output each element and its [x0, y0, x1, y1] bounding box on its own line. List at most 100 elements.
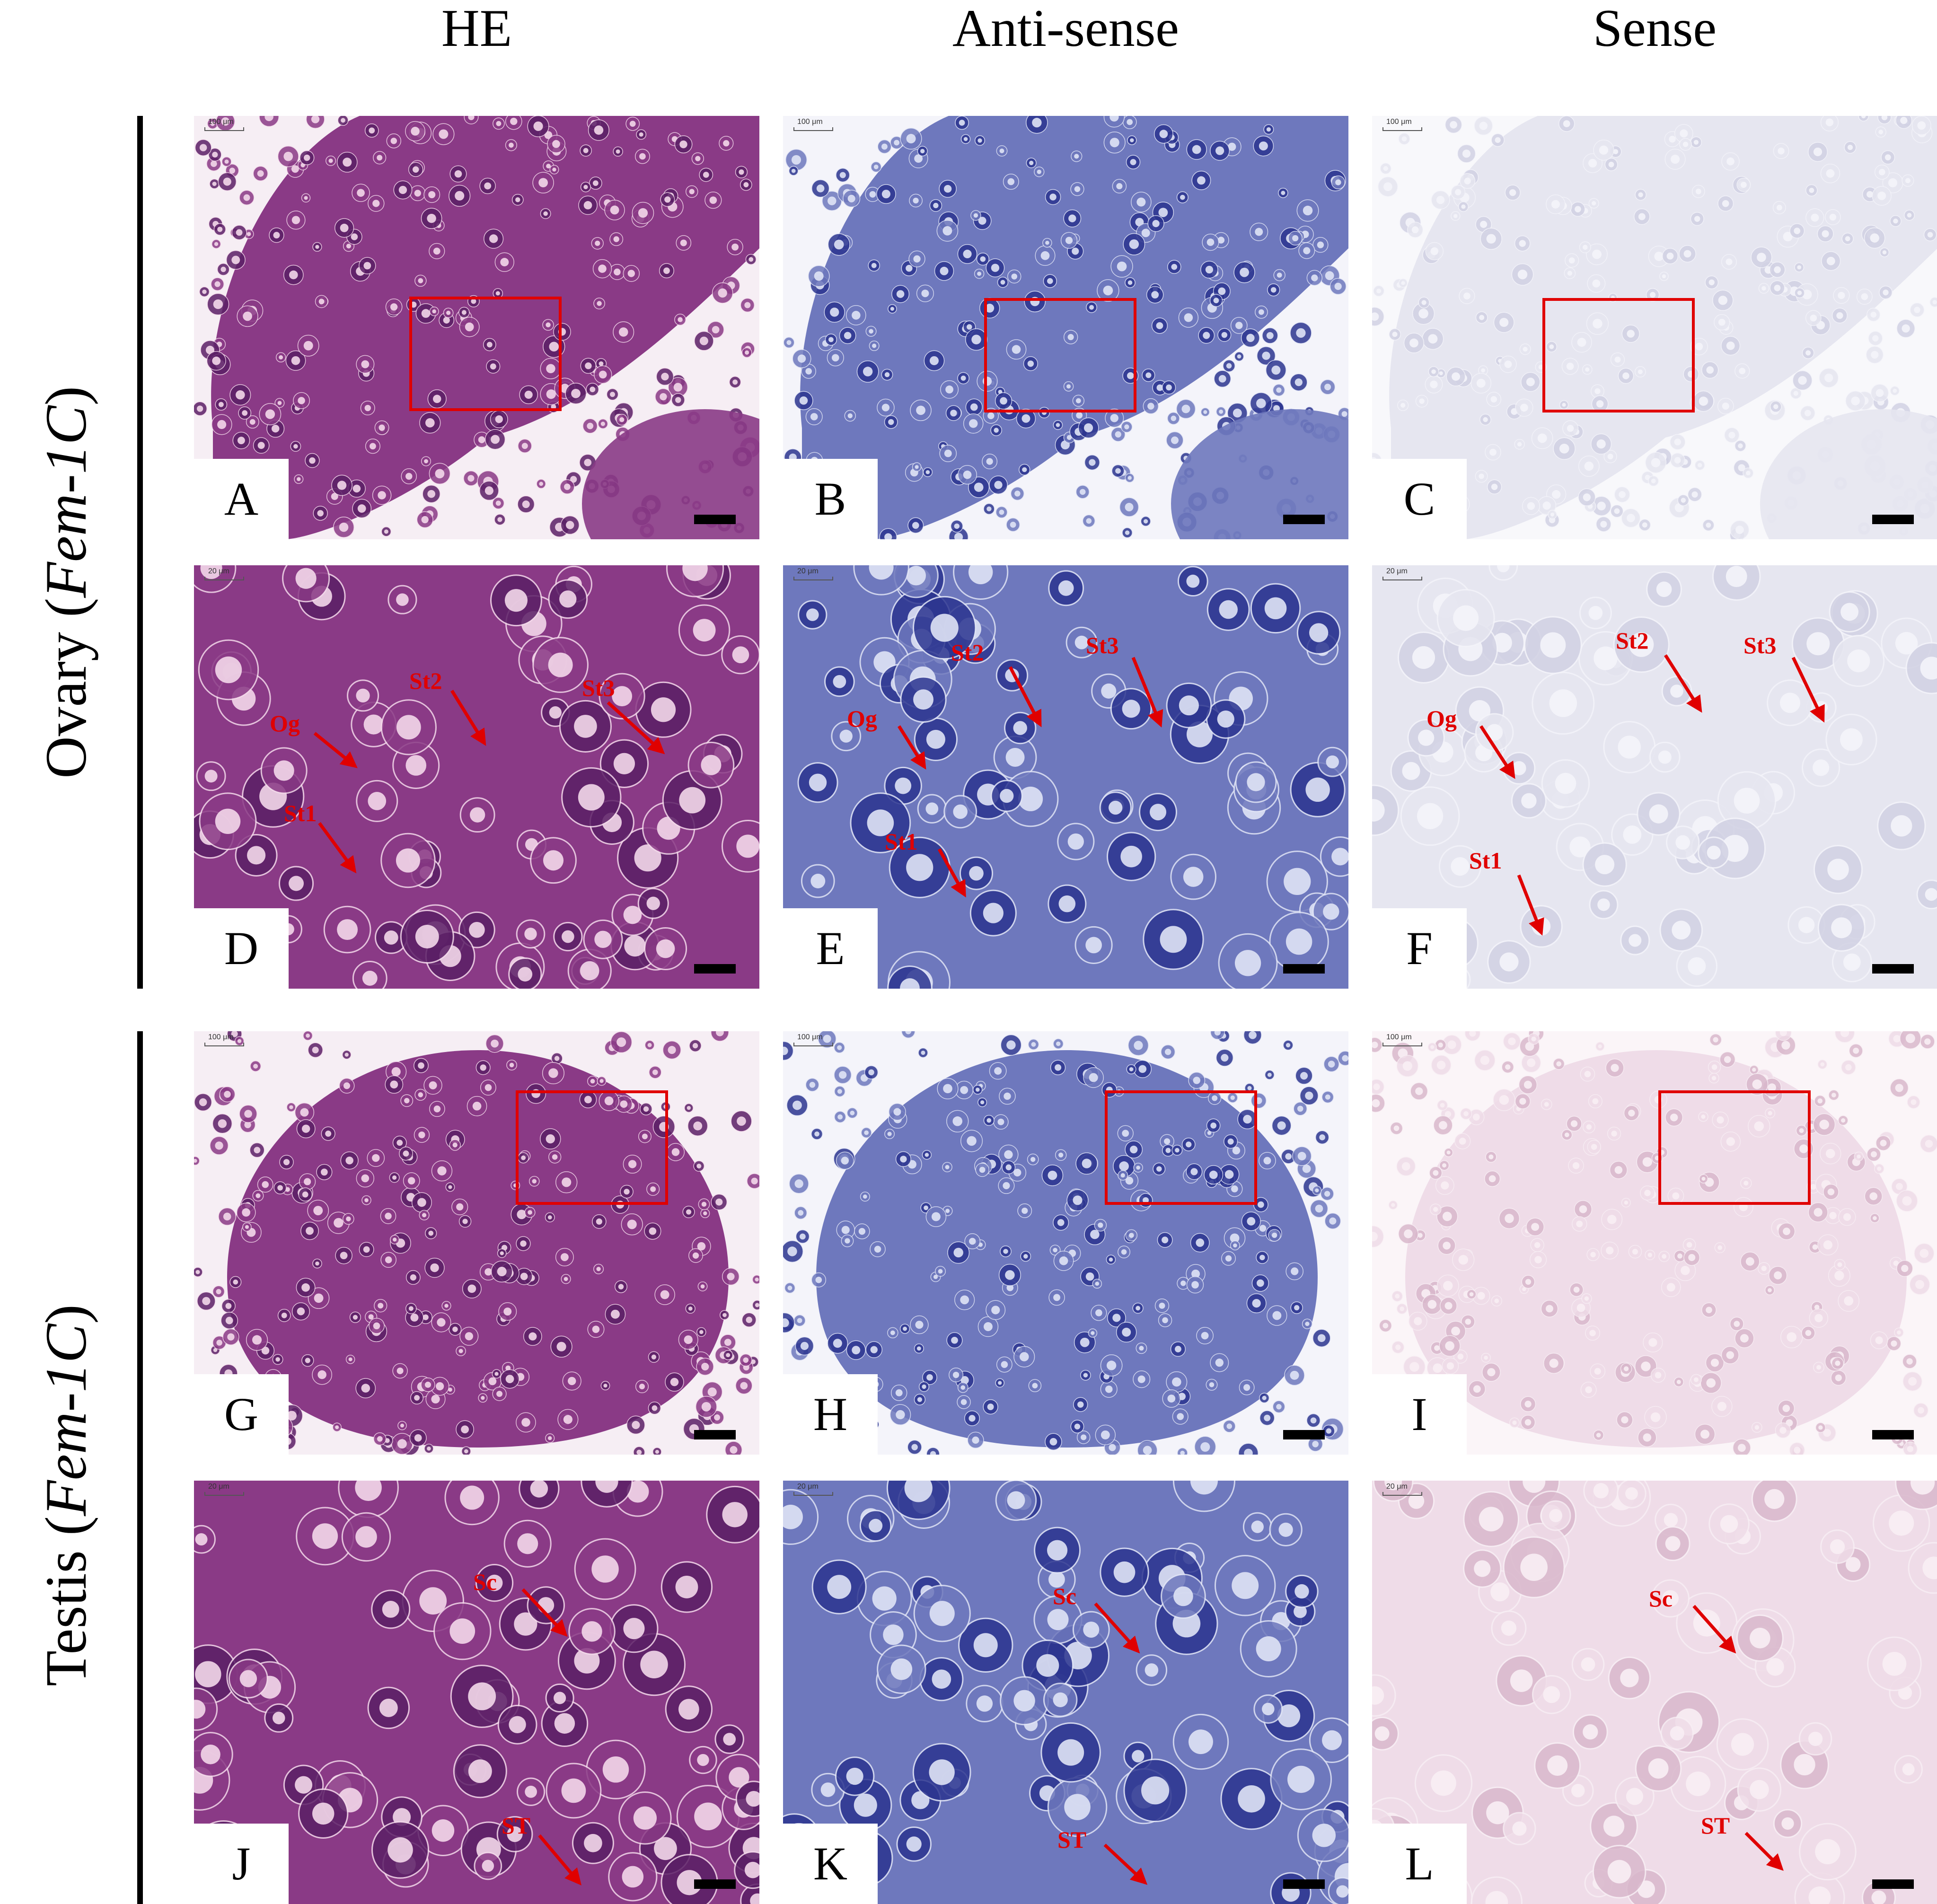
tissue-section [1389, 116, 1937, 539]
panel-k: 20 μm Sc ST K [783, 1481, 1348, 1904]
scale-label: 100 μm [208, 1033, 234, 1041]
annotation-label-st3: St3 [1743, 632, 1777, 658]
annotation-label-og: Og [1426, 705, 1457, 732]
annotation-arrow [1103, 1843, 1148, 1885]
column-header-sense: Sense [1593, 0, 1717, 58]
scale-tick [793, 127, 833, 131]
annotation-arrows [1479, 654, 1825, 936]
annotation-label-st: ST [502, 1812, 531, 1839]
tissue-section [1372, 565, 1937, 989]
column-header-anti-sense: Anti-sense [952, 0, 1179, 58]
scale-label: 20 μm [208, 1483, 229, 1491]
panel-letter: K [783, 1824, 878, 1904]
scale-label: 20 μm [1386, 1483, 1408, 1491]
panel-letter: B [783, 459, 878, 539]
zoom-region-box [516, 1090, 668, 1205]
scale-bar [1283, 515, 1325, 524]
panel-letter: H [783, 1374, 878, 1455]
annotation-arrow [1008, 666, 1042, 728]
testis-divider [137, 1031, 143, 1904]
micrograph-image [1372, 1481, 1937, 1904]
annotation-label-og: Og [847, 705, 877, 732]
micrograph-image [194, 116, 759, 539]
panel-letter: F [1372, 908, 1467, 989]
annotation-arrow [1094, 1602, 1140, 1654]
scale-bar [1872, 964, 1914, 974]
annotation-label-sc: Sc [1649, 1585, 1673, 1612]
scale-label: 20 μm [797, 1483, 819, 1491]
micrograph-image [194, 565, 759, 989]
panel-l: 20 μm Sc ST L [1372, 1481, 1937, 1904]
annotation-label-sc: Sc [473, 1569, 497, 1595]
scale-bar [694, 964, 736, 974]
scale-tick [1382, 1043, 1422, 1046]
zoom-region-box [984, 298, 1136, 412]
zoom-region-box [1542, 298, 1695, 412]
annotation-label-st1: St1 [1469, 847, 1502, 874]
annotation-arrow [313, 732, 358, 768]
scale-tick [1382, 1492, 1422, 1496]
panel-e: 20 μm Og St1 St2 St3 E [783, 565, 1348, 989]
annotation-arrow [318, 822, 357, 874]
scale-tick [204, 127, 244, 131]
panel-f: 20 μm Og St1 St2 St3 F [1372, 565, 1937, 989]
annotation-label-st2: St2 [951, 639, 984, 666]
scale-label: 20 μm [797, 567, 819, 575]
annotation-arrows [521, 1588, 582, 1886]
annotation-arrow [937, 848, 966, 898]
tissue-section [227, 1050, 729, 1448]
scale-tick [204, 1492, 244, 1496]
scale-label: 20 μm [1386, 567, 1408, 575]
annotation-label-sc: Sc [1053, 1583, 1076, 1609]
panel-letter: C [1372, 459, 1467, 539]
scale-bar [1872, 1430, 1914, 1439]
scale-label: 20 μm [208, 567, 229, 575]
scale-label: 100 μm [1386, 118, 1412, 126]
scale-bar [1283, 1430, 1325, 1439]
column-header-he: HE [441, 0, 512, 58]
annotation-arrow [1664, 654, 1702, 713]
annotation-arrow [1692, 1605, 1736, 1654]
scale-bar [1872, 515, 1914, 524]
annotation-label-st1: St1 [284, 800, 317, 826]
zoom-region-box [1105, 1090, 1257, 1205]
micrograph-image [1372, 116, 1937, 539]
annotation-arrows [1094, 1602, 1148, 1885]
panel-letter: G [194, 1374, 289, 1455]
scale-bar [694, 515, 736, 524]
annotation-label-og: Og [270, 710, 300, 737]
panel-c: 100 μm C [1372, 116, 1937, 539]
panel-b: 100 μm B [783, 116, 1348, 539]
micrograph-image [783, 565, 1348, 989]
annotation-arrow [898, 725, 926, 770]
scale-label: 100 μm [797, 1033, 823, 1041]
annotation-arrow [1479, 725, 1515, 779]
scale-label: 100 μm [797, 118, 823, 126]
annotation-arrow [521, 1588, 568, 1637]
panel-g: 100 μm G [194, 1031, 759, 1455]
annotation-label-st3: St3 [1086, 632, 1119, 658]
annotation-arrow [450, 690, 486, 746]
panel-letter: I [1372, 1374, 1467, 1455]
scale-bar [694, 1430, 736, 1439]
annotation-label-st2: St2 [409, 667, 442, 694]
tissue-section [800, 116, 1348, 539]
annotation-arrows [313, 690, 665, 874]
scale-bar [694, 1879, 736, 1889]
annotation-arrow [1744, 1832, 1784, 1871]
panel-d: 20 μm Og St1 St2 St3 D [194, 565, 759, 989]
scale-bar [1283, 964, 1325, 974]
annotation-arrows [898, 657, 1163, 898]
annotation-label-st2: St2 [1616, 627, 1649, 654]
panel-letter: L [1372, 1824, 1467, 1904]
scale-tick [793, 577, 833, 580]
ovary-divider [137, 116, 143, 989]
panel-j: 20 μm Sc ST J [194, 1481, 759, 1904]
scale-tick [793, 1043, 833, 1046]
scale-tick [1382, 577, 1422, 580]
annotation-arrows [1692, 1605, 1784, 1871]
annotation-label-st: ST [1057, 1826, 1087, 1853]
annotation-label-st: ST [1701, 1812, 1730, 1839]
panel-letter: J [194, 1824, 289, 1904]
row-header-ovary: Ovary (Fem-1C) [34, 386, 98, 779]
